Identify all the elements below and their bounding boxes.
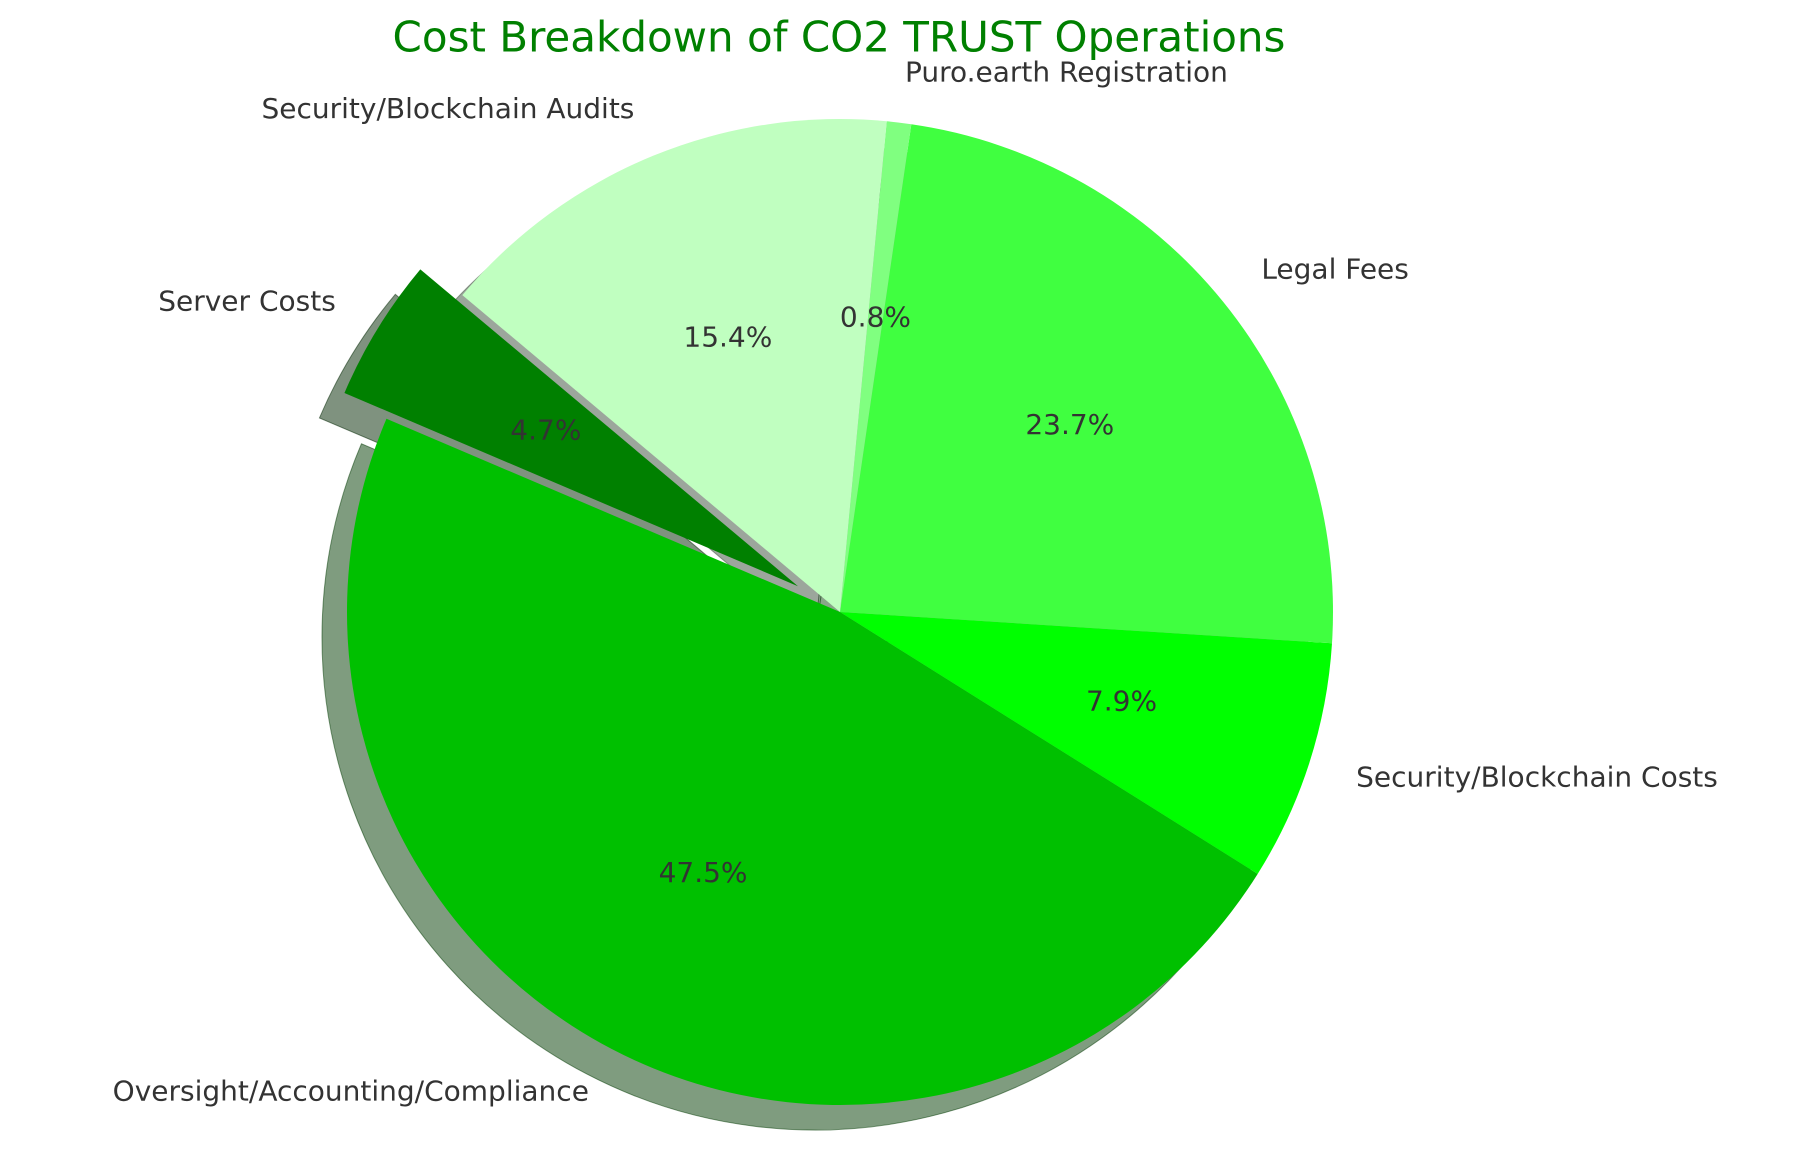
pie-slice — [840, 124, 1333, 644]
slice-label: Legal Fees — [1261, 253, 1409, 286]
value-label: 0.8% — [840, 300, 911, 333]
value-label: 15.4% — [683, 320, 772, 353]
slice-label: Oversight/Accounting/Compliance — [113, 1075, 589, 1108]
pie-slice — [840, 121, 912, 612]
pie-slice — [462, 119, 887, 612]
slice-label: Puro.earth Registration — [905, 56, 1228, 89]
pie-slice — [840, 612, 1333, 874]
slice-label: Security/Blockchain Costs — [1356, 760, 1718, 793]
slice-label: Server Costs — [158, 285, 336, 318]
chart-title: Cost Breakdown of CO2 TRUST Operations — [393, 13, 1286, 62]
slice-label: Security/Blockchain Audits — [262, 92, 635, 125]
value-label: 4.7% — [510, 413, 581, 446]
pie-slice — [347, 418, 1258, 1105]
value-label: 47.5% — [659, 856, 748, 889]
pie-slice — [344, 269, 798, 587]
value-label: 23.7% — [1025, 408, 1114, 441]
value-label: 7.9% — [1086, 685, 1157, 718]
